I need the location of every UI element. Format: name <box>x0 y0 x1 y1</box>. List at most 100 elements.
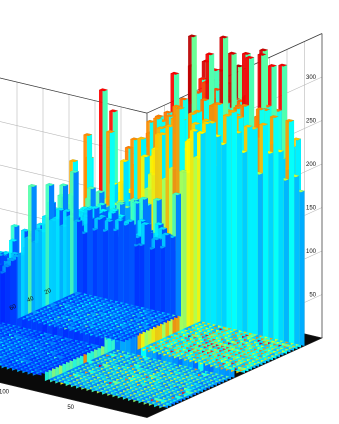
surface-column-top <box>171 192 182 196</box>
surface-column-top <box>45 182 55 187</box>
surface-column-top <box>0 263 3 266</box>
surface-column-side <box>134 243 140 307</box>
surface-column-face <box>28 184 32 314</box>
surface-column-face <box>193 155 197 325</box>
surface-column-top <box>267 63 278 68</box>
surface-column-top <box>257 52 267 56</box>
surface-column-side <box>216 134 222 327</box>
surface-column-top <box>161 232 171 236</box>
surface-column-top <box>243 124 253 128</box>
surface-column-top <box>213 102 224 106</box>
surface-column-top <box>241 51 252 56</box>
surface-column-top <box>73 219 83 223</box>
surface-column-face <box>197 131 201 323</box>
surface-column-top <box>201 118 212 122</box>
z-tick-label: 250 <box>306 119 317 125</box>
surface-column-top <box>245 55 255 60</box>
z-tick-label: 150 <box>306 206 317 212</box>
surface-column-top <box>179 97 189 101</box>
surface-column-face <box>183 170 187 330</box>
surface-column-top <box>7 258 17 262</box>
surface-column-face <box>70 170 74 295</box>
surface-column-top <box>156 126 166 130</box>
surface-column-face <box>38 229 42 310</box>
surface-column-side <box>273 115 279 340</box>
surface-column-side <box>262 122 269 338</box>
surface-column-side <box>123 222 129 305</box>
surface-column-top <box>83 207 93 211</box>
surface-column-top <box>154 222 164 226</box>
surface-column-side <box>10 258 17 326</box>
surface-column-top <box>191 121 201 125</box>
surface-column-side <box>294 174 300 345</box>
surface-column-top <box>0 253 5 257</box>
z-tick-label: 300 <box>306 75 317 81</box>
surface-column-side <box>113 228 119 302</box>
x-tick-label: 60 <box>9 304 18 312</box>
surface-column-top <box>196 130 207 135</box>
surface-column-side <box>257 171 263 336</box>
surface-column-top <box>114 218 125 222</box>
surface-column-top <box>258 48 269 52</box>
surface-column-top <box>0 255 1 257</box>
surface-column-side <box>82 231 88 295</box>
surface-column-top <box>158 226 168 230</box>
x-tick-label: 20 <box>44 288 53 296</box>
surface-column-top <box>99 208 109 212</box>
surface-column-side <box>200 131 206 323</box>
surface-column-side <box>221 142 227 328</box>
surface-column-side <box>155 237 161 312</box>
surface-column-top <box>269 115 279 119</box>
surface-column-face <box>31 240 35 313</box>
surface-column-top <box>193 109 203 113</box>
surface-column-side <box>242 150 248 333</box>
surface-column-top <box>137 136 147 140</box>
surface-column-side <box>288 119 295 344</box>
surface-column-side <box>144 222 150 310</box>
surface-column-side <box>231 109 237 330</box>
surface-column-top <box>239 103 250 107</box>
surface-column-side <box>210 120 217 325</box>
surface-column-top <box>151 237 161 241</box>
surface-column-top <box>255 107 265 111</box>
x-tick-label: 40 <box>26 296 35 304</box>
surface-column-top <box>1 264 12 268</box>
surface-column-top <box>69 169 80 174</box>
surface-column-side <box>175 192 181 317</box>
surface-column-top <box>199 98 210 102</box>
surface-column-side <box>97 217 103 298</box>
surface-bars <box>0 34 305 409</box>
surface-column-top <box>68 159 79 163</box>
surface-column-top <box>152 116 163 120</box>
surface-column-top <box>222 113 233 117</box>
surface-column-top <box>83 133 93 137</box>
surface-column-face <box>21 228 25 318</box>
surface-column-top <box>108 109 119 113</box>
surface-column-top <box>285 118 295 123</box>
surface-column-top <box>105 129 116 134</box>
surface-column-face <box>59 224 63 300</box>
surface-column-side <box>92 227 98 297</box>
surface-column-top <box>187 112 198 116</box>
grid-line <box>0 77 148 114</box>
surface-column-top <box>98 88 109 92</box>
surface-column-side <box>247 124 253 334</box>
surface-column-top <box>227 51 238 55</box>
surface-column-top <box>104 218 114 223</box>
surface-column-side <box>170 235 176 316</box>
surface-column-side <box>0 271 6 324</box>
surface-column-top <box>140 221 151 226</box>
y-tick-label: 50 <box>67 405 74 411</box>
surface-column-side <box>205 121 211 324</box>
axis-frame-edge <box>0 77 148 114</box>
surface-column-top <box>0 252 3 255</box>
surface-column-side <box>139 243 145 308</box>
surface-column-top <box>125 219 135 223</box>
surface-column-top <box>187 34 198 38</box>
z-tick-label: 200 <box>306 162 317 168</box>
axis-tick-labels: 5010015020025030020406080100120140160180… <box>0 75 317 411</box>
surface-column-top <box>227 109 238 113</box>
surface-column-top <box>259 122 269 126</box>
surface-column-face <box>186 138 190 328</box>
